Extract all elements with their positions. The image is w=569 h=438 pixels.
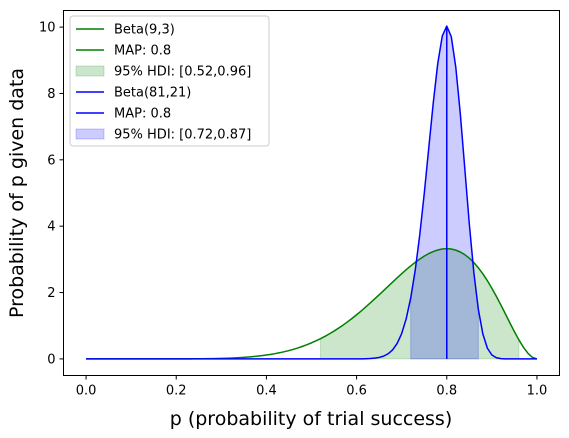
y-axis-ticks: 0 2 4 6 8 10 [39, 21, 64, 367]
legend-map-1-label: MAP: 0.8 [114, 44, 171, 59]
x-tick-label: 1.0 [527, 384, 548, 399]
series-line-2 [86, 25, 537, 360]
hdi-fills [320, 24, 520, 360]
legend-hdi-2-swatch [75, 128, 105, 140]
series-lines [86, 25, 538, 360]
legend-items: Beta(9,3) MAP: 0.8 95% HDI: [0.52,0.96] Bet… [75, 23, 251, 143]
x-tick-label: 0.8 [436, 384, 457, 399]
y-tick-label: 10 [39, 21, 56, 36]
x-tick-label: 0.0 [76, 384, 97, 399]
y-axis-label: Probability of p given data [6, 68, 28, 318]
legend-hdi-1-swatch [75, 65, 105, 77]
legend: Beta(9,3) MAP: 0.8 95% HDI: [0.52,0.96] Bet… [69, 15, 270, 147]
y-tick-label: 0 [47, 352, 55, 367]
legend-series-2-label: Beta(81,21) [114, 86, 191, 101]
x-tick-label: 0.6 [346, 384, 367, 399]
hdi-fill-2 [410, 24, 479, 360]
x-axis-ticks: 0.0 0.2 0.4 0.6 0.8 1.0 [76, 375, 548, 399]
legend-box [69, 15, 270, 147]
x-tick-label: 0.4 [256, 384, 277, 399]
plot-frame [63, 10, 560, 376]
x-tick-label: 0.2 [166, 384, 187, 399]
y-tick-label: 6 [47, 153, 55, 168]
legend-map-2-label: MAP: 0.8 [114, 107, 171, 122]
y-tick-label: 4 [47, 220, 55, 235]
legend-hdi-1-label: 95% HDI: [0.52,0.96] [114, 65, 251, 80]
legend-hdi-2-label: 95% HDI: [0.72,0.87] [114, 128, 251, 143]
y-tick-label: 8 [47, 87, 55, 102]
legend-series-1-label: Beta(9,3) [114, 23, 175, 38]
x-axis-label: p (probability of trial success) [170, 408, 453, 430]
y-tick-label: 2 [47, 286, 55, 301]
